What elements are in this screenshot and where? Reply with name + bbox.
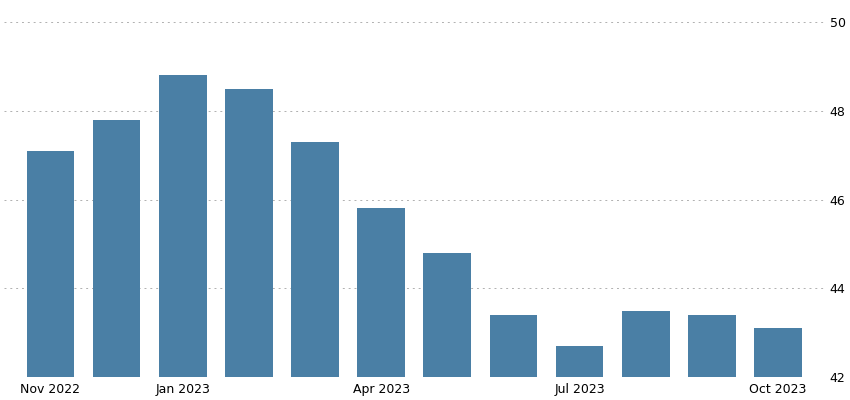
- Bar: [622, 311, 670, 377]
- Bar: [423, 253, 471, 377]
- Bar: [159, 75, 207, 377]
- Bar: [490, 315, 537, 377]
- Bar: [225, 88, 273, 377]
- Bar: [93, 120, 140, 377]
- Bar: [688, 315, 735, 377]
- Bar: [556, 346, 603, 377]
- Bar: [357, 208, 405, 377]
- Bar: [754, 328, 802, 377]
- Bar: [292, 142, 339, 377]
- Bar: [26, 151, 74, 377]
